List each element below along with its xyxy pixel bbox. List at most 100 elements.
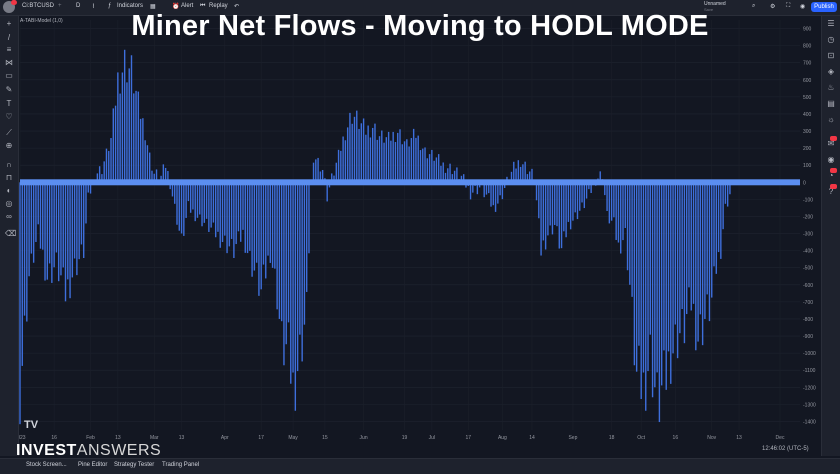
visibility-icon[interactable]: ◎ [5, 200, 13, 208]
help-icon[interactable]: ? [827, 188, 835, 196]
right-sidebar: ☰ ◷ ⊡ ◈ ♨ ▤ ☼ ✉ ◉ ◔ ? [821, 16, 840, 456]
zoom-icon[interactable]: ⊕ [5, 142, 13, 150]
flow-bar [622, 182, 623, 240]
hotlist-icon[interactable]: ♨ [827, 84, 835, 92]
flow-bar [636, 182, 637, 371]
pattern-icon[interactable]: ⋈ [5, 59, 13, 67]
tab-pine-editor[interactable]: Pine Editor [78, 462, 107, 468]
flow-bar [51, 182, 52, 283]
flow-bar [395, 142, 396, 182]
heart-icon[interactable]: ♡ [5, 113, 13, 121]
notifications-icon[interactable]: ◔ [827, 172, 835, 180]
y-tick-label: -1300 [803, 402, 816, 408]
flow-bar [563, 182, 564, 231]
flow-bar [81, 182, 82, 244]
add-symbol-icon[interactable]: + [58, 3, 62, 9]
flow-bar [672, 182, 673, 353]
layers-icon[interactable]: ◈ [827, 68, 835, 76]
tab-stock-screener[interactable]: Stock Screen... [26, 462, 67, 468]
lock-drawings-icon[interactable]: ◐ [5, 187, 13, 195]
flow-bar [85, 182, 86, 223]
text-icon[interactable]: T [5, 100, 13, 108]
fib-icon[interactable]: ≡ [5, 46, 13, 54]
flow-bar [133, 93, 134, 182]
flow-bar [74, 182, 75, 258]
ruler-icon[interactable]: ⟋ [5, 129, 13, 137]
flow-bar [276, 182, 277, 309]
flow-bar [677, 182, 678, 358]
flow-bar [631, 182, 632, 297]
flow-bar [254, 182, 255, 270]
flow-bar [659, 182, 660, 422]
flow-bar [220, 182, 221, 248]
flow-bar [274, 182, 275, 268]
calendar-icon[interactable]: ▤ [827, 100, 835, 108]
replay-button[interactable]: Replay [209, 3, 228, 9]
interval-button[interactable]: D [76, 3, 80, 9]
indicators-button[interactable]: Indicators [117, 3, 143, 9]
flow-bar [192, 182, 193, 209]
link-icon[interactable]: ∞ [5, 213, 13, 221]
flow-bar [304, 182, 305, 324]
flow-bar [606, 182, 607, 211]
flow-bar [69, 182, 70, 298]
flow-bar [201, 182, 202, 226]
fullscreen-icon[interactable]: ⛶ [786, 3, 790, 10]
flow-bar [38, 182, 39, 224]
flow-bar [258, 182, 259, 296]
flow-bar [620, 182, 621, 253]
flow-bar [292, 182, 293, 372]
alert-button[interactable]: Alert [181, 3, 193, 9]
flow-bar [260, 182, 261, 289]
flow-bar [493, 182, 494, 205]
tab-trading-panel[interactable]: Trading Panel [162, 462, 199, 468]
flow-bar [78, 182, 79, 259]
flow-bar [197, 182, 198, 218]
search-icon[interactable]: ⌕ [752, 3, 755, 10]
chat-badge [830, 136, 837, 141]
flow-bar [354, 117, 355, 182]
ideas-icon[interactable]: ☼ [827, 116, 835, 124]
flow-bar [402, 144, 403, 182]
settings-icon[interactable]: ⚙ [770, 3, 775, 10]
lock-icon[interactable]: ⊓ [5, 174, 13, 182]
alert-icon[interactable]: ⏰ [172, 3, 179, 10]
flow-bar [288, 182, 289, 322]
flow-bar [179, 182, 180, 230]
layouts-icon[interactable]: ▦ [150, 3, 156, 10]
tab-strategy-tester[interactable]: Strategy Tester [114, 462, 154, 468]
flow-bar [611, 182, 612, 220]
magnet-icon[interactable]: ∩ [5, 161, 13, 169]
replay-icon[interactable]: ⏮ [200, 3, 205, 10]
flow-bar [629, 182, 630, 285]
flow-bar [129, 68, 130, 182]
chat-icon[interactable]: ✉ [827, 140, 835, 148]
flow-bar [383, 143, 384, 183]
data-window-icon[interactable]: ⊡ [827, 52, 835, 60]
flow-bar [72, 182, 73, 277]
flow-bar [206, 182, 207, 219]
symbol-search[interactable]: Ci:BTCUSD [22, 3, 54, 9]
clock-readout[interactable]: 12:46:02 (UTC-5) [762, 446, 809, 452]
flow-bar [308, 182, 309, 253]
flow-bar [35, 182, 36, 242]
camera-icon[interactable]: ◉ [800, 3, 805, 10]
x-tick-label: 13 [179, 435, 185, 441]
zero-line [20, 179, 800, 185]
measure-icon[interactable]: ▭ [5, 72, 13, 80]
indicators-icon[interactable]: ƒ [108, 3, 111, 9]
chart-type-icon[interactable]: ⌇ [92, 3, 95, 10]
brush-icon[interactable]: ✎ [5, 86, 13, 94]
x-tick-label: Mar [150, 435, 159, 441]
trash-icon[interactable]: ⌫ [5, 230, 13, 238]
streams-icon[interactable]: ◉ [827, 156, 835, 164]
flow-bar [691, 182, 692, 310]
undo-icon[interactable]: ↶ [234, 3, 239, 10]
flow-bar [144, 140, 145, 182]
flow-bar [131, 55, 132, 182]
flow-bar [49, 182, 50, 263]
flow-bar [295, 182, 296, 410]
flow-bar [338, 150, 339, 182]
flow-bar [713, 182, 714, 266]
